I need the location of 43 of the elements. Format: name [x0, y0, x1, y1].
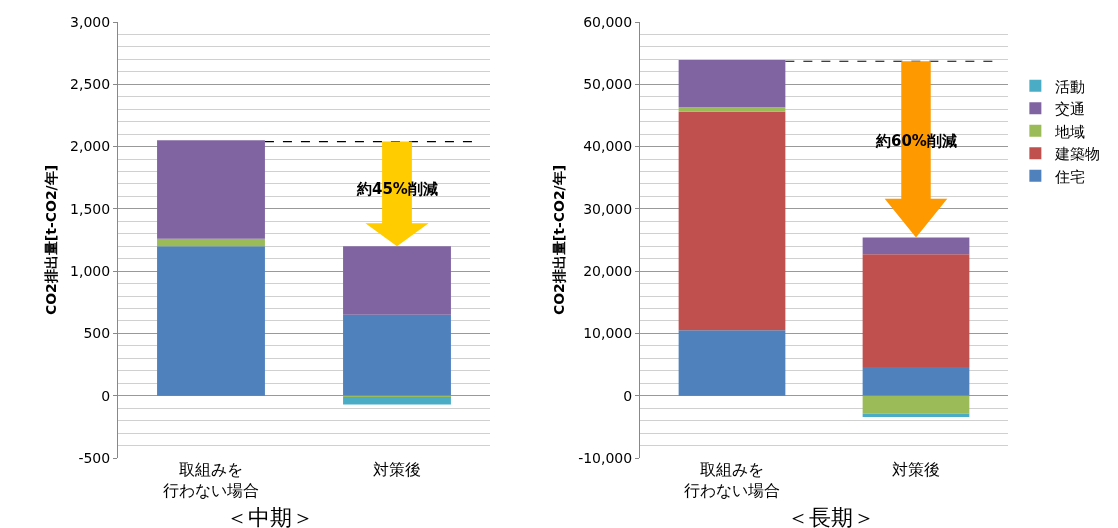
bar [343, 314, 451, 396]
y-tick-label: 2,500 [70, 76, 111, 93]
bar [157, 246, 265, 396]
y-tick-label: 1,000 [70, 263, 111, 280]
y-tick-label: 50,000 [583, 76, 633, 93]
x-tick-label: 対策後 [373, 460, 421, 479]
y-tick-label: -500 [78, 449, 111, 466]
bar [343, 396, 451, 405]
x-tick-label: 取組みを行わない場合 [163, 460, 259, 500]
y-tick-label: 0 [101, 387, 111, 404]
y-tick-label: 0 [623, 387, 633, 404]
y-tick-label: 2,000 [70, 138, 111, 155]
x-tick-label: 取組みを行わない場合 [684, 460, 780, 500]
y-axis-title: CO2排出量[t-CO2/年] [550, 164, 567, 316]
x-tick-label: 対策後 [892, 460, 940, 479]
legend-label: 活動 [1055, 77, 1086, 96]
text: ＜長期＞ [786, 505, 875, 528]
y-tick-label: 60,000 [583, 13, 633, 30]
bar [862, 237, 970, 255]
bar [862, 395, 970, 414]
y-axis-title: CO2排出量[t-CO2/年] [42, 164, 59, 316]
y-tick-label: 500 [83, 325, 111, 342]
y-tick-label: 40,000 [583, 138, 633, 155]
y-tick-label: 1,500 [70, 200, 111, 217]
y-tick-label: 3,000 [70, 13, 111, 30]
legend-label: 建築物 [1054, 145, 1101, 164]
bar [678, 111, 786, 331]
y-tick-label: 20,000 [583, 263, 633, 280]
bar [157, 140, 265, 239]
text: ＜中期＞ [226, 505, 315, 528]
bar [862, 367, 970, 396]
bar [678, 59, 786, 108]
legend-label: 住宅 [1054, 167, 1086, 186]
bar [157, 238, 265, 247]
bar [678, 107, 786, 112]
y-tick-label: -10,000 [578, 449, 633, 466]
legend-label: 交通 [1055, 100, 1086, 119]
legend-label: 地域 [1054, 122, 1086, 141]
bar [862, 254, 970, 368]
y-tick-label: 10,000 [583, 325, 633, 342]
bar [862, 413, 970, 417]
y-tick-label: 30,000 [583, 200, 633, 217]
bar [678, 330, 786, 396]
